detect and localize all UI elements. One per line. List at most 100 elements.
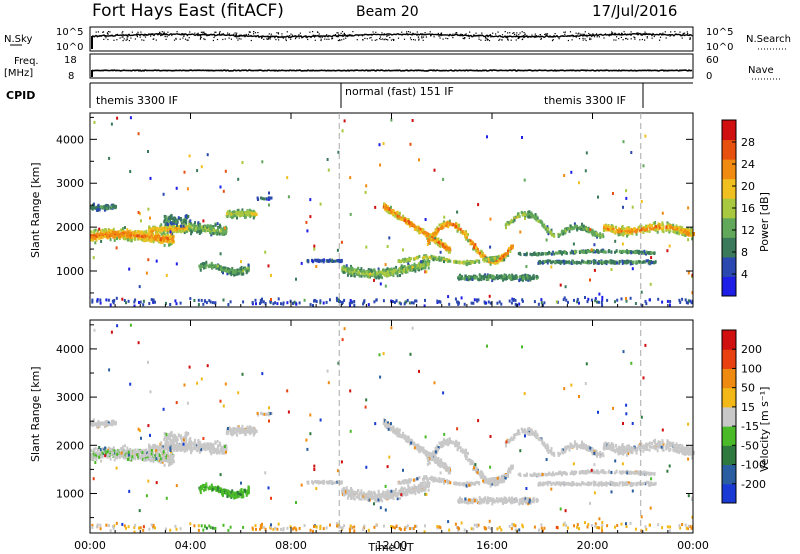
power-cell <box>337 298 340 302</box>
power-cell <box>237 272 240 276</box>
power-cell <box>422 259 424 263</box>
noise-dot <box>222 38 224 41</box>
colorbar-tick-label: 16 <box>741 202 755 215</box>
power-cell <box>687 301 689 305</box>
power-cell <box>350 274 353 278</box>
power-cell <box>421 229 424 233</box>
power-cell <box>272 302 275 306</box>
power-cell <box>477 203 480 207</box>
power-cell <box>216 264 219 268</box>
power-cell <box>513 217 516 221</box>
power-cell <box>602 250 605 254</box>
noise-dot <box>567 39 569 42</box>
power-cell <box>110 122 113 126</box>
power-cell <box>417 264 419 268</box>
power-cell <box>545 238 548 242</box>
power-cell <box>521 274 524 278</box>
power-cell <box>93 237 96 240</box>
power-cell <box>417 266 420 270</box>
power-cell <box>611 260 614 264</box>
power-cell <box>343 298 346 302</box>
power-cell <box>530 213 532 217</box>
power-cell <box>426 243 429 246</box>
power-cell <box>617 229 620 233</box>
power-cell <box>480 254 483 258</box>
power-cell <box>232 214 235 218</box>
power-cell <box>224 169 227 173</box>
power-cell <box>572 242 575 246</box>
velocity-cell <box>110 453 112 457</box>
power-cell <box>388 268 391 271</box>
noise-dot <box>581 33 583 35</box>
power-cell <box>472 301 475 305</box>
velocity-cell <box>152 459 155 463</box>
noise-dot <box>245 33 247 36</box>
noise-dot <box>290 33 292 35</box>
noise-dot <box>199 38 201 40</box>
power-cell <box>187 214 190 218</box>
power-cell <box>473 298 476 302</box>
power-cell <box>627 229 630 233</box>
power-cell <box>592 249 595 252</box>
noise-dot <box>409 31 411 33</box>
velocity-cell <box>120 447 123 451</box>
noise-dot <box>293 35 295 37</box>
radar-title: Fort Hays East (fitACF) <box>92 1 284 21</box>
y-tick-label: 3000 <box>56 177 84 190</box>
power-cell <box>298 301 301 305</box>
power-cell <box>259 298 262 302</box>
noise-dot <box>99 35 101 37</box>
power-cell <box>402 214 405 218</box>
power-cell <box>475 276 478 280</box>
power-cell <box>128 236 131 240</box>
power-cell <box>424 259 427 263</box>
power-cell <box>669 226 672 230</box>
noise-dot <box>119 37 121 39</box>
noise-dot <box>403 38 406 40</box>
power-cell <box>442 177 445 181</box>
power-cell <box>161 229 164 232</box>
power-cell <box>199 223 202 227</box>
power-cell <box>218 265 221 269</box>
noise-dot <box>257 32 259 34</box>
power-cell <box>465 277 468 281</box>
noise-dot <box>204 38 206 41</box>
power-cell <box>423 254 426 258</box>
power-cell <box>169 221 172 225</box>
power-cell <box>190 230 193 234</box>
power-cell <box>514 276 517 280</box>
power-cell <box>274 301 277 305</box>
power-cell <box>518 279 521 283</box>
power-cell <box>439 250 442 254</box>
noise-dot <box>278 39 280 41</box>
power-cell <box>138 285 141 289</box>
noise-dot <box>126 38 128 41</box>
power-cell <box>101 205 104 209</box>
power-cell <box>523 212 526 216</box>
power-cell <box>678 298 681 302</box>
noise-dot <box>347 35 349 38</box>
velocity-cell <box>124 456 127 460</box>
power-cell <box>228 268 231 271</box>
velocity-cell <box>111 447 114 451</box>
noise-dot <box>343 33 345 35</box>
power-cell <box>105 231 108 235</box>
noise-dot <box>646 36 648 38</box>
power-cell <box>537 261 540 265</box>
noise-dot <box>343 32 345 34</box>
cpid-segment-3: themis 3300 IF <box>544 94 626 107</box>
power-cell <box>438 223 441 227</box>
noise-dot <box>417 36 419 38</box>
power-cell <box>661 229 664 233</box>
power-cell <box>517 215 520 219</box>
power-cell <box>109 303 112 307</box>
power-cell <box>444 243 447 247</box>
power-cell <box>582 260 585 264</box>
power-cell <box>166 225 169 229</box>
power-cell <box>226 215 229 219</box>
power-cell <box>494 261 497 265</box>
power-cell <box>629 260 632 264</box>
noise-dot <box>314 35 316 37</box>
power-cell <box>644 228 646 232</box>
